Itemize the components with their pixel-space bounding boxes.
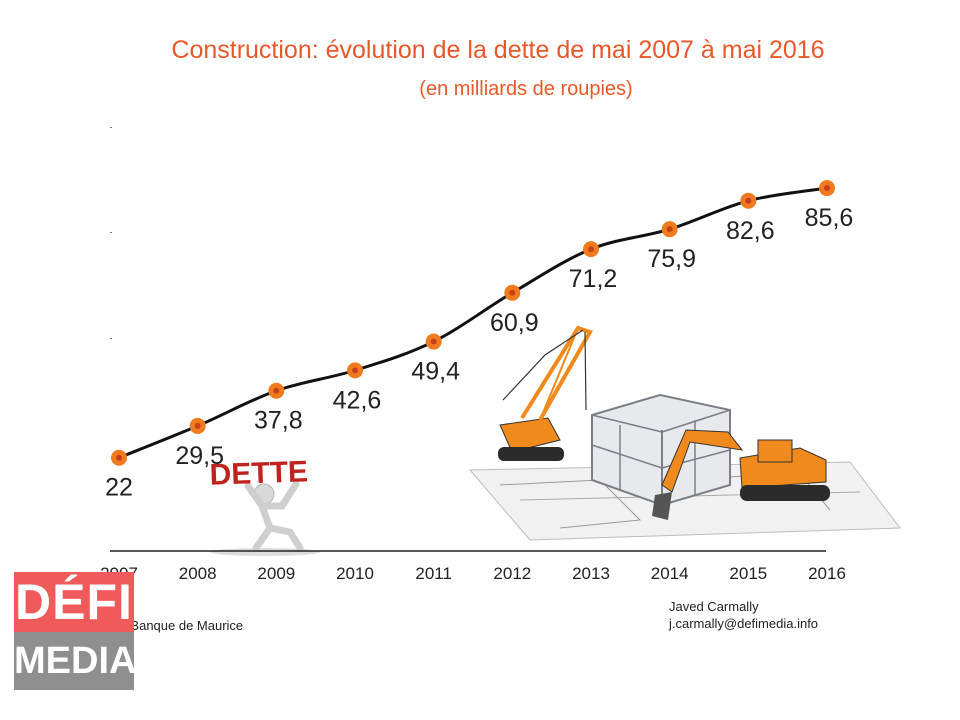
data-label-2013: 71,2	[569, 265, 618, 293]
data-label-2016: 85,6	[805, 204, 854, 232]
y-axis-dots	[110, 127, 112, 339]
data-label-2011: 49,4	[411, 358, 460, 386]
data-point-center-2014	[666, 226, 673, 233]
data-labels: 22 29,5 37,8 42,6 49,4 60,9 71,2 75,9 82,6 85,6	[105, 204, 853, 502]
data-point-center-2010	[352, 367, 358, 374]
x-tick-label-2016: 2016	[808, 564, 846, 583]
data-point-center-2011	[430, 338, 437, 345]
series-group	[111, 180, 835, 466]
data-point-center-2012	[509, 289, 516, 296]
data-label-2010: 42,6	[333, 386, 382, 414]
data-point-center-2009	[273, 387, 280, 394]
x-tick-label-2014: 2014	[651, 564, 689, 583]
x-tick-labels: 2007200820092010201120122013201420152016	[100, 564, 846, 583]
logo-bottom-text: MEDIA	[14, 632, 136, 690]
data-point-center-2008	[194, 422, 201, 429]
x-tick-label-2010: 2010	[336, 564, 374, 583]
data-label-2012: 60,9	[490, 309, 539, 337]
data-point-center-2016	[824, 185, 830, 192]
data-point-center-2007	[116, 454, 122, 461]
construction-site-icon	[468, 325, 901, 541]
author-name: Javed Carmally	[669, 599, 759, 614]
person-carrying-debt-icon	[210, 480, 320, 556]
x-tick-label-2008: 2008	[179, 564, 217, 583]
author-credits: Javed Carmally j.carmally@defimedia.info	[669, 598, 818, 632]
author-email[interactable]: j.carmally@defimedia.info	[669, 616, 819, 631]
x-tick-label-2011: 2011	[415, 564, 452, 583]
chart-title: Construction: évolution de la dette de m…	[171, 36, 825, 64]
defimedia-logo: DÉFI MEDIA	[14, 572, 136, 690]
data-label-2007: 22	[105, 474, 133, 502]
data-point-center-2015	[745, 197, 752, 204]
logo-top-text: DÉFI	[14, 572, 134, 632]
debt-sign-label: DETTE	[209, 455, 308, 491]
x-tick-label-2013: 2013	[572, 564, 610, 583]
x-tick-label-2012: 2012	[493, 564, 531, 583]
data-label-2014: 75,9	[647, 245, 696, 273]
data-label-2015: 82,6	[726, 217, 775, 245]
x-tick-label-2015: 2015	[729, 564, 767, 583]
chart-subtitle: (en milliards de roupies)	[419, 78, 633, 100]
x-tick-label-2009: 2009	[257, 564, 295, 583]
data-point-center-2013	[588, 246, 594, 253]
data-label-2009: 37,8	[254, 407, 303, 435]
data-label-2008: 29,5	[175, 442, 224, 470]
series-line	[118, 186, 828, 460]
